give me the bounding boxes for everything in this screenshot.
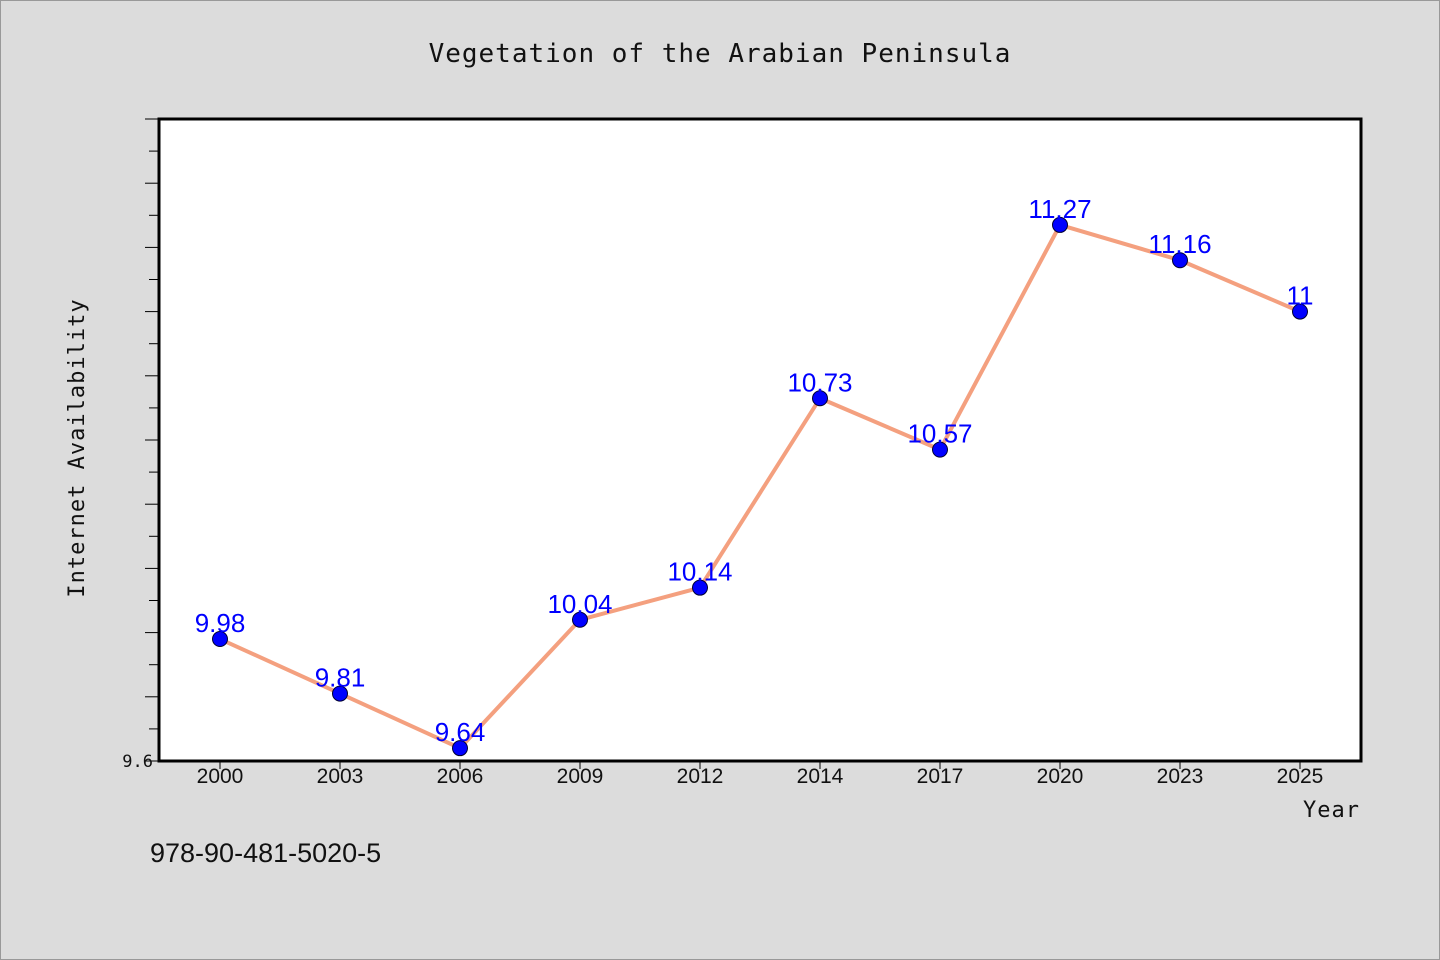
data-point [932, 441, 948, 458]
data-label: 11 [1287, 281, 1314, 311]
data-point [1292, 303, 1308, 320]
isbn-footnote: 978-90-481-5020-5 [150, 838, 381, 868]
x-tick-label: 2014 [797, 765, 844, 788]
x-tick-label: 2006 [437, 765, 484, 788]
chart-title: Vegetation of the Arabian Peninsula [429, 39, 1012, 69]
data-label: 11.16 [1148, 229, 1211, 259]
data-point [212, 631, 228, 648]
data-label: 10.57 [907, 419, 972, 449]
data-label: 9.98 [195, 608, 246, 638]
x-axis-label: Year [1303, 798, 1360, 823]
data-label: 9.64 [435, 717, 486, 747]
y-axis-ticks: 9.6 [122, 118, 159, 772]
y-tick-label: 9.6 [122, 752, 153, 772]
x-tick-label: 2009 [557, 765, 604, 788]
series-group: 9.98 9.81 9.64 10.04 10.14 10.73 10.57 11.27 11.… [195, 194, 1314, 757]
x-tick-label: 2012 [677, 765, 724, 788]
x-tick-label: 2003 [317, 765, 364, 788]
x-tick-label: 2020 [1037, 765, 1084, 788]
data-point [1052, 216, 1068, 233]
data-point [1172, 252, 1188, 269]
data-point [572, 611, 588, 628]
data-point [332, 685, 348, 702]
plot-area [157, 117, 1363, 763]
data-label: 10.14 [667, 557, 732, 587]
data-point [692, 579, 708, 596]
x-axis-ticks: 2000 2003 2006 2009 2012 2014 2017 2020 2023 2025 [197, 761, 1324, 788]
data-label: 10.73 [787, 367, 852, 397]
x-tick-label: 2025 [1277, 765, 1324, 788]
data-point [452, 740, 468, 757]
x-tick-label: 2023 [1157, 765, 1204, 788]
data-point [812, 390, 828, 407]
data-label: 10.04 [547, 589, 612, 619]
x-tick-label: 2000 [197, 765, 244, 788]
y-axis-label: Internet Availability [65, 298, 90, 597]
data-label: 11.27 [1028, 194, 1091, 224]
data-label: 9.81 [315, 663, 366, 693]
series-line [218, 222, 1302, 751]
x-tick-label: 2017 [917, 765, 964, 788]
